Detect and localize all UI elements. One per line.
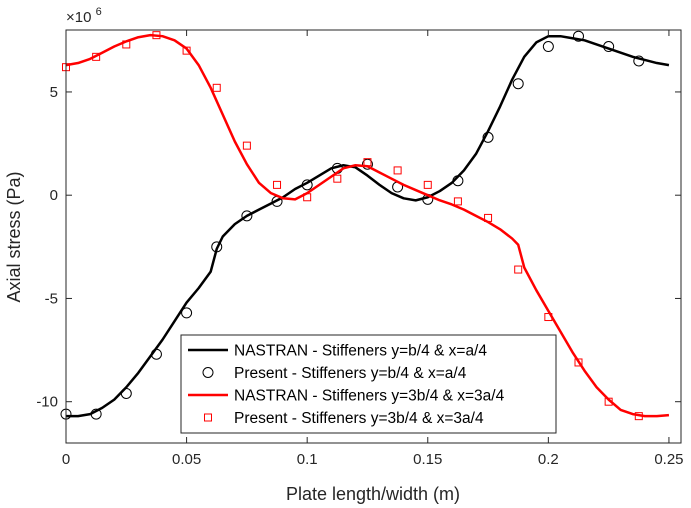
data-point-circle [573, 30, 584, 42]
data-point-circle [120, 387, 132, 399]
legend-entry-label: Present - Stiffeners y=b/4 & x=a/4 [234, 365, 467, 382]
data-point-circle [542, 41, 554, 53]
data-point-square [212, 83, 221, 92]
data-point-square [514, 265, 523, 274]
legend: NASTRAN - Stiffeners y=b/4 & x=a/4 Presen… [180, 334, 557, 434]
y-tick-label: 5 [50, 84, 58, 101]
y-exponent-base: ×10 [66, 9, 91, 26]
data-point-square [333, 174, 342, 183]
data-point-square [303, 193, 312, 202]
legend-items: NASTRAN - Stiffeners y=b/4 & x=a/4 Presen… [188, 343, 505, 427]
data-point-circle [482, 131, 494, 143]
series-layer [60, 30, 670, 421]
data-point-square [604, 397, 613, 406]
data-point-circle [241, 210, 253, 222]
axes-box [65, 29, 682, 444]
data-point-circle [361, 158, 373, 170]
data-point-square [544, 313, 553, 322]
data-point-square [423, 180, 432, 189]
data-point-square [484, 213, 493, 222]
y-exponent-label: ×10 6 [66, 6, 102, 26]
data-point-circle [301, 179, 313, 191]
y-tick-label: -10 [36, 394, 58, 411]
series-line-2 [65, 33, 670, 418]
data-point-circle [211, 241, 223, 253]
data-point-circle [603, 41, 615, 53]
data-point-circle [512, 78, 524, 90]
legend-box [180, 334, 557, 434]
data-point-square [152, 31, 161, 40]
data-point-square [393, 166, 402, 175]
x-tick-label: 0.05 [172, 451, 201, 468]
legend-square-swatch [204, 413, 212, 422]
legend-entry-label: NASTRAN - Stiffeners y=b/4 & x=a/4 [234, 343, 487, 360]
x-tick-label: 0.15 [413, 451, 442, 468]
x-axis-label: Plate length/width (m) [286, 484, 460, 504]
legend-entry-label: Present - Stiffeners y=3b/4 & x=3a/4 [234, 410, 484, 427]
x-tick-label: 0.1 [297, 451, 318, 468]
legend-circle-swatch [202, 367, 214, 378]
y-tick-label: -5 [45, 290, 58, 307]
data-point-square [182, 46, 191, 55]
data-point-square [122, 40, 131, 49]
data-point-square [453, 197, 462, 206]
y-axis-label: Axial stress (Pa) [4, 171, 24, 302]
x-tick-label: 0.2 [538, 451, 559, 468]
data-point-circle [150, 348, 162, 360]
data-point-square [242, 141, 251, 150]
legend-entry-label: NASTRAN - Stiffeners y=3b/4 & x=3a/4 [234, 388, 505, 405]
y-tick-label: 0 [50, 187, 58, 204]
y-exponent-power: 6 [96, 6, 102, 18]
data-point-square [92, 52, 101, 61]
data-point-circle [90, 408, 102, 420]
data-point-circle [633, 55, 645, 67]
x-tick-label: 0.25 [654, 451, 683, 468]
data-point-square [574, 358, 583, 367]
data-point-square [363, 158, 372, 167]
data-point-square [273, 180, 282, 189]
series-line-0 [66, 34, 670, 418]
data-point-square [634, 412, 643, 421]
x-tick-label: 0 [62, 451, 70, 468]
data-point-circle [181, 307, 193, 319]
axes-layer: 0 0.05 0.1 0.15 0.2 0.25 -10 -5 0 5 [36, 29, 684, 468]
data-point-circle [452, 175, 464, 187]
